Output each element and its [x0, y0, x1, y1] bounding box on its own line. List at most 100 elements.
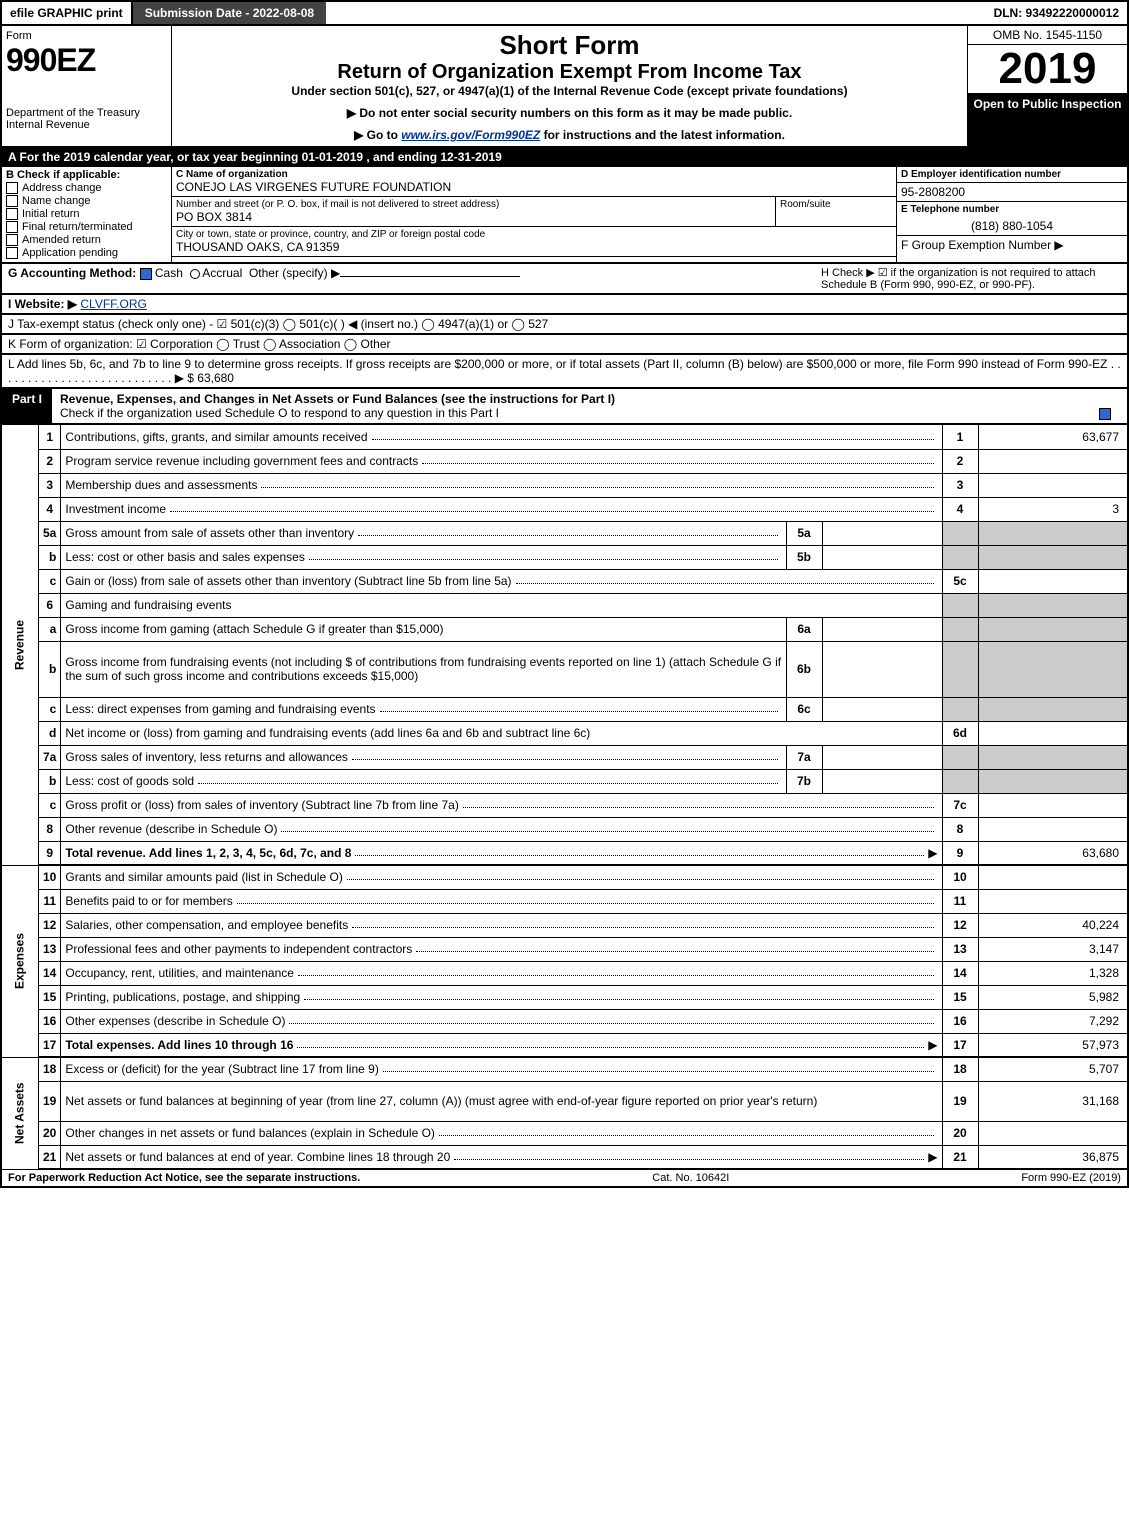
rc: 1	[942, 425, 978, 449]
ln: 4	[39, 497, 61, 521]
amt: 40,224	[978, 913, 1128, 937]
goto-post: for instructions and the latest informat…	[540, 128, 785, 142]
amt	[978, 817, 1128, 841]
mini-id: 6b	[786, 641, 822, 697]
checkbox-initial-return[interactable]	[6, 208, 18, 220]
rc: 6d	[942, 721, 978, 745]
amt: 3,147	[978, 937, 1128, 961]
line-j: J Tax-exempt status (check only one) - ☑…	[0, 315, 1129, 335]
rc: 10	[942, 865, 978, 889]
desc: Excess or (deficit) for the year (Subtra…	[65, 1062, 378, 1076]
part1-header: Part I Revenue, Expenses, and Changes in…	[0, 389, 1129, 425]
j-text: J Tax-exempt status (check only one) - ☑…	[8, 317, 1121, 331]
rc: 9	[942, 841, 978, 865]
desc: Net assets or fund balances at end of ye…	[65, 1150, 450, 1164]
part1-table: Revenue 1 Contributions, gifts, grants, …	[0, 425, 1129, 1170]
ln: 11	[39, 889, 61, 913]
desc: Printing, publications, postage, and shi…	[65, 990, 300, 1004]
cb-label: Amended return	[22, 234, 101, 246]
amt	[978, 721, 1128, 745]
part1-check-text: Check if the organization used Schedule …	[60, 406, 499, 420]
checkbox-application-pending[interactable]	[6, 247, 18, 259]
desc: Gross income from gaming (attach Schedul…	[65, 622, 443, 636]
g-label: G Accounting Method:	[8, 266, 136, 280]
cb-label: Address change	[22, 182, 102, 194]
phone-value: (818) 880-1054	[897, 217, 1127, 236]
radio-accrual[interactable]	[190, 269, 200, 279]
rc: 15	[942, 985, 978, 1009]
k-text: K Form of organization: ☑ Corporation ◯ …	[8, 337, 1121, 351]
amt	[978, 793, 1128, 817]
efile-print-button[interactable]: efile GRAPHIC print	[2, 2, 133, 24]
amt: 1,328	[978, 961, 1128, 985]
ln: 5a	[39, 521, 61, 545]
checkbox-schedule-o[interactable]	[1099, 408, 1111, 420]
irs-link[interactable]: www.irs.gov/Form990EZ	[401, 128, 540, 142]
mini-id: 5a	[786, 521, 822, 545]
checkbox-name-change[interactable]	[6, 195, 18, 207]
rc: 3	[942, 473, 978, 497]
desc: Total expenses. Add lines 10 through 16	[65, 1038, 293, 1052]
ln: 9	[39, 841, 61, 865]
return-title: Return of Organization Exempt From Incom…	[178, 61, 961, 84]
ln: 18	[39, 1057, 61, 1081]
ln: d	[39, 721, 61, 745]
line-k: K Form of organization: ☑ Corporation ◯ …	[0, 335, 1129, 355]
under-section: Under section 501(c), 527, or 4947(a)(1)…	[178, 84, 961, 98]
mini-val	[822, 521, 942, 545]
revenue-sidebar: Revenue	[1, 425, 39, 865]
line-h: H Check ▶ ☑ if the organization is not r…	[821, 266, 1121, 291]
desc: Salaries, other compensation, and employ…	[65, 918, 348, 932]
mini-id: 7b	[786, 769, 822, 793]
ln: b	[39, 641, 61, 697]
desc: Grants and similar amounts paid (list in…	[65, 870, 342, 884]
page-footer: For Paperwork Reduction Act Notice, see …	[0, 1170, 1129, 1188]
desc: Gross amount from sale of assets other t…	[65, 526, 354, 540]
ln: 12	[39, 913, 61, 937]
pra-notice: For Paperwork Reduction Act Notice, see …	[8, 1172, 360, 1184]
checkbox-amended[interactable]	[6, 234, 18, 246]
desc: Membership dues and assessments	[65, 478, 257, 492]
rc: 5c	[942, 569, 978, 593]
netassets-sidebar: Net Assets	[1, 1057, 39, 1169]
open-inspection: Open to Public Inspection	[968, 93, 1127, 146]
cb-label: Initial return	[22, 208, 79, 220]
ein-value: 95-2808200	[897, 183, 1127, 202]
ln: 16	[39, 1009, 61, 1033]
desc: Other expenses (describe in Schedule O)	[65, 1014, 285, 1028]
ln: 15	[39, 985, 61, 1009]
amt	[978, 473, 1128, 497]
amt: 63,680	[978, 841, 1128, 865]
section-bcdef: B Check if applicable: Address change Na…	[0, 167, 1129, 264]
line-l: L Add lines 5b, 6c, and 7b to line 9 to …	[0, 355, 1129, 389]
rc: 8	[942, 817, 978, 841]
checkbox-final-return[interactable]	[6, 221, 18, 233]
checkbox-cash[interactable]	[140, 268, 152, 280]
part1-title: Revenue, Expenses, and Changes in Net As…	[60, 392, 615, 406]
amt: 7,292	[978, 1009, 1128, 1033]
ln: 1	[39, 425, 61, 449]
checkbox-address-change[interactable]	[6, 182, 18, 194]
rc: 7c	[942, 793, 978, 817]
expenses-sidebar: Expenses	[1, 865, 39, 1057]
amt: 3	[978, 497, 1128, 521]
goto-line: ▶ Go to www.irs.gov/Form990EZ for instru…	[178, 128, 961, 142]
website-link[interactable]: CLVFF.ORG	[80, 297, 146, 311]
mini-id: 5b	[786, 545, 822, 569]
c-name-label: C Name of organization	[176, 169, 892, 180]
rc: 19	[942, 1081, 978, 1121]
amt: 5,707	[978, 1057, 1128, 1081]
ln: 17	[39, 1033, 61, 1057]
cat-number: Cat. No. 10642I	[652, 1172, 729, 1184]
ln: 10	[39, 865, 61, 889]
other-label: Other (specify) ▶	[249, 266, 340, 280]
desc: Occupancy, rent, utilities, and maintena…	[65, 966, 294, 980]
rc: 20	[942, 1121, 978, 1145]
goto-pre: ▶ Go to	[354, 128, 401, 142]
ln: 8	[39, 817, 61, 841]
ln: 13	[39, 937, 61, 961]
rc: 17	[942, 1033, 978, 1057]
rc: 14	[942, 961, 978, 985]
desc: Gain or (loss) from sale of assets other…	[65, 574, 511, 588]
desc: Gross income from fundraising events (no…	[65, 655, 781, 683]
